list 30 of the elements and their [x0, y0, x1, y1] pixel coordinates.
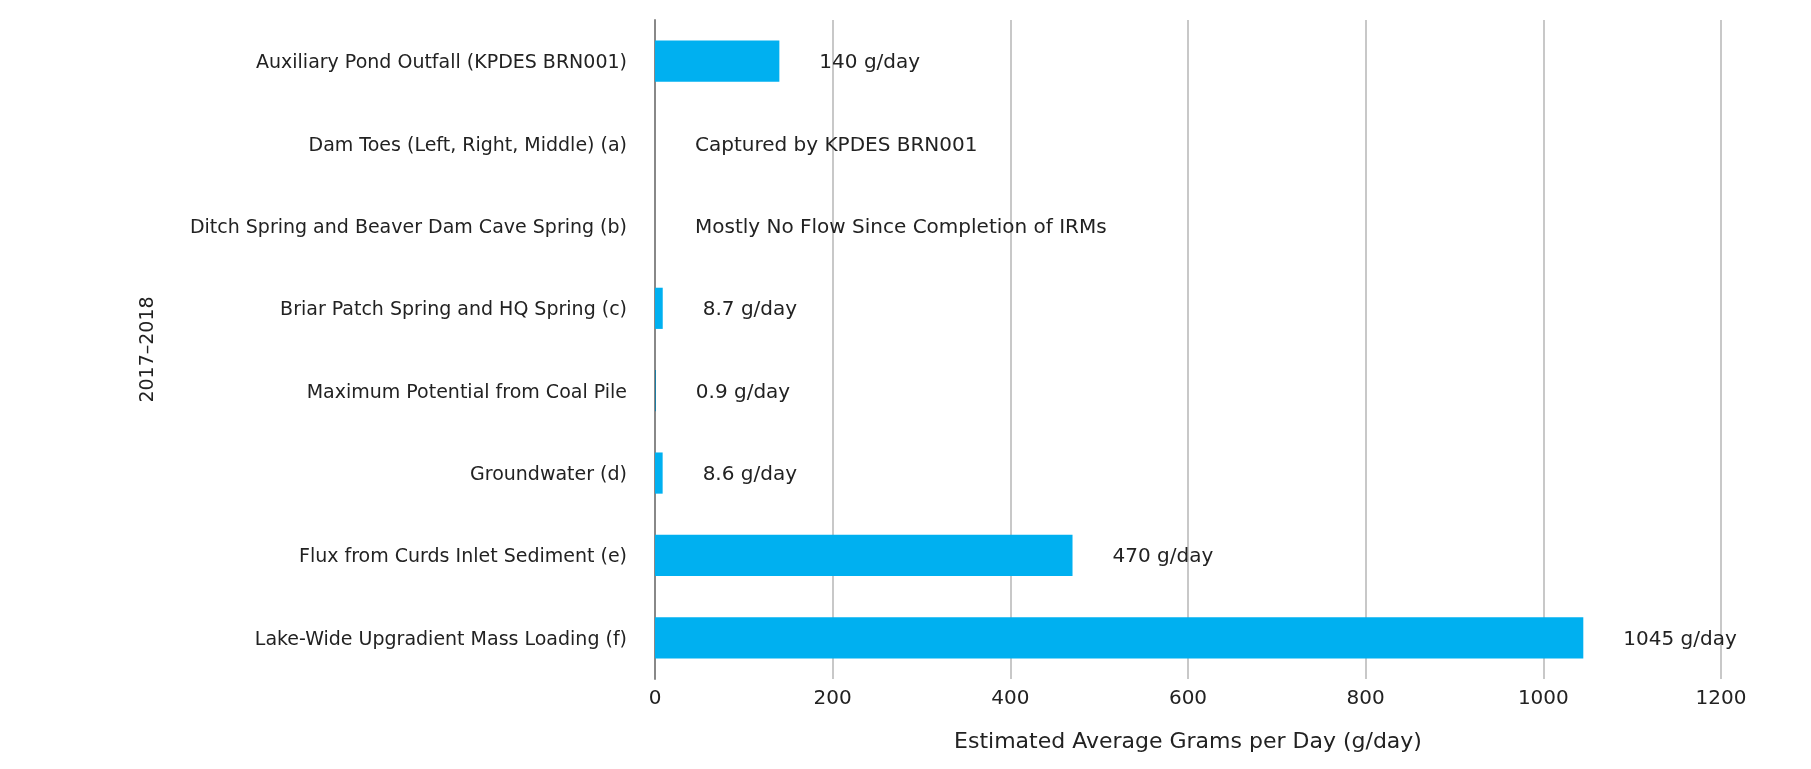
x-tick-label: 0	[648, 685, 662, 709]
bar	[655, 452, 663, 494]
bar	[655, 534, 1073, 577]
bar	[655, 40, 780, 82]
bar	[655, 617, 1584, 659]
y-tick-label: Flux from Curds Inlet Sediment (e)	[298, 544, 627, 567]
x-tick-label: 800	[1346, 685, 1385, 709]
y-tick-label: Maximum Potential from Coal Pile	[306, 379, 627, 402]
x-tick-label: 600	[1168, 685, 1208, 709]
y-tick-label: Groundwater (d)	[470, 462, 627, 485]
data-label: 8.6 g/day	[702, 461, 798, 486]
x-axis-title: Estimated Average Grams per Day (g/day)	[954, 727, 1422, 753]
x-tick-label: 1200	[1695, 685, 1747, 709]
data-label: Captured by KPDES BRN001	[695, 131, 978, 156]
data-label: 8.7 g/day	[702, 296, 798, 321]
data-label: 470 g/day	[1112, 543, 1214, 568]
x-tick-label: 1000	[1517, 685, 1569, 709]
x-tick-label: 200	[813, 685, 852, 709]
y-tick-label: Lake-Wide Upgradient Mass Loading (f)	[254, 626, 627, 649]
data-label: Mostly No Flow Since Completion of IRMs	[695, 213, 1107, 238]
y-tick-label: Auxiliary Pond Outfall (KPDES BRN001)	[256, 50, 627, 73]
y-tick-label: Ditch Spring and Beaver Dam Cave Spring (b)	[189, 214, 627, 237]
data-label: 0.9 g/day	[695, 378, 791, 403]
data-label: 1045 g/day	[1623, 625, 1737, 650]
y-axis-title: 2017–2018	[134, 296, 157, 403]
data-label: 140 g/day	[819, 49, 921, 74]
y-tick-label: Briar Patch Spring and HQ Spring (c)	[280, 297, 627, 320]
x-tick-label: 400	[991, 685, 1030, 709]
y-tick-label: Dam Toes (Left, Right, Middle) (a)	[308, 132, 627, 155]
bar	[655, 287, 663, 329]
